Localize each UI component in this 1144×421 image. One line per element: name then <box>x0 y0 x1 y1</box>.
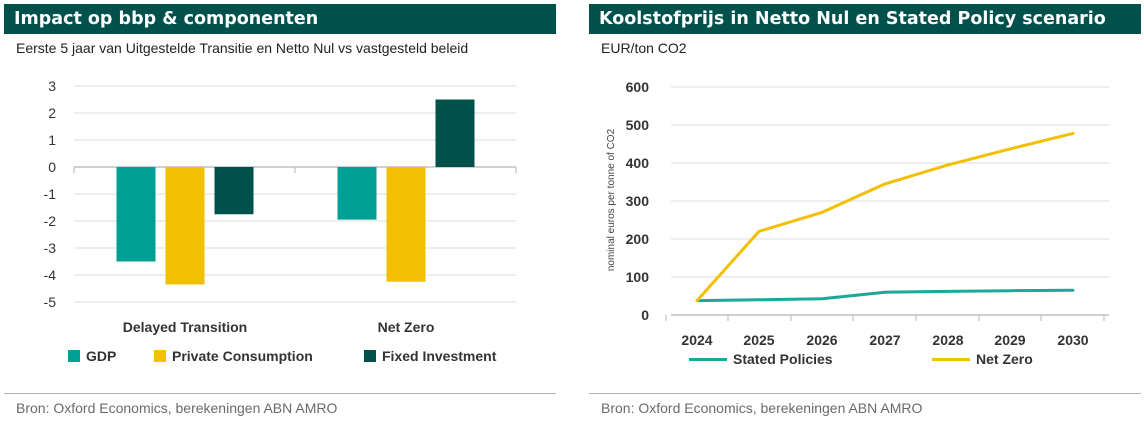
y-tick-label: 0 <box>48 159 56 175</box>
x-tick-label: 2028 <box>932 332 963 348</box>
legend-item: Fixed Investment <box>364 348 496 364</box>
y-tick-label: -3 <box>44 240 57 256</box>
y-tick-label: 500 <box>626 117 650 133</box>
y-tick-label: -4 <box>44 267 57 283</box>
legend-label: Net Zero <box>976 351 1033 367</box>
bar <box>165 167 205 285</box>
y-tick-label: 100 <box>626 269 650 285</box>
y-tick-label: 2 <box>48 105 56 121</box>
x-tick-label: 2029 <box>994 332 1025 348</box>
y-tick-label: 1 <box>48 132 56 148</box>
legend-swatch <box>932 357 970 361</box>
panel-gdp-impact: Impact op bbp & componenten Eerste 5 jaa… <box>4 0 556 421</box>
legend-swatch <box>154 350 166 362</box>
y-tick-label: 600 <box>626 79 650 95</box>
series-line <box>695 131 1075 303</box>
y-tick-label: -1 <box>44 186 57 202</box>
bar <box>337 167 377 220</box>
y-tick-label: 400 <box>626 155 650 171</box>
x-tick-label: 2030 <box>1057 332 1088 348</box>
line-chart: 0 100 200 300 400 500 600 2024 2025 2026 2027 2028 2… <box>606 79 1109 348</box>
y-tick-label: 0 <box>641 307 649 323</box>
legend-label: Private Consumption <box>172 348 313 364</box>
y-tick-label: 200 <box>626 231 650 247</box>
y-tick-label: 300 <box>626 193 650 209</box>
bar <box>214 167 254 215</box>
y-tick-label: 3 <box>48 78 56 94</box>
source-divider <box>4 393 556 394</box>
legend-swatch <box>68 350 80 362</box>
legend-label: Stated Policies <box>733 351 833 367</box>
bar-chart: 3 2 1 0 -1 -2 -3 -4 -5 Delayed Transition Net Zero <box>44 78 517 335</box>
chart-subtitle: Eerste 5 jaar van Uitgestelde Transitie … <box>16 40 469 56</box>
bar <box>386 167 426 282</box>
category-label: Net Zero <box>378 319 435 335</box>
legend-label: Fixed Investment <box>382 348 497 364</box>
bar <box>435 99 475 167</box>
y-tick-label: -5 <box>44 294 57 310</box>
x-tick-label: 2027 <box>869 332 900 348</box>
chart-subtitle: EUR/ton CO2 <box>601 40 687 56</box>
panel-carbon-price: Koolstofprijs in Netto Nul en Stated Pol… <box>589 0 1141 421</box>
panel-title: Impact op bbp & componenten <box>4 4 556 34</box>
legend-swatch <box>689 357 727 361</box>
legend-item: Private Consumption <box>154 348 313 364</box>
y-tick-label: -2 <box>44 213 57 229</box>
source-note: Bron: Oxford Economics, berekeningen ABN… <box>16 400 338 416</box>
legend-item: Net Zero <box>932 351 1033 367</box>
legend-label: GDP <box>86 348 117 364</box>
legend-swatch <box>364 350 376 362</box>
x-tick-label: 2024 <box>681 332 712 348</box>
source-divider <box>589 393 1141 394</box>
y-axis-label: nominal euros per tonne of CO2 <box>606 128 617 271</box>
source-note: Bron: Oxford Economics, berekeningen ABN… <box>601 400 923 416</box>
legend-item: Stated Policies <box>689 351 833 367</box>
series-line <box>695 288 1075 303</box>
legend-item: GDP <box>68 348 116 364</box>
x-tick-label: 2025 <box>743 332 774 348</box>
x-tick-label: 2026 <box>806 332 837 348</box>
panel-title: Koolstofprijs in Netto Nul en Stated Pol… <box>589 4 1141 34</box>
bar <box>116 167 156 262</box>
category-label: Delayed Transition <box>123 319 247 335</box>
